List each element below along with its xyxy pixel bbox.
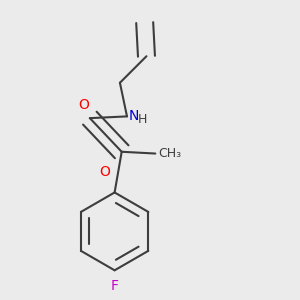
Text: O: O [100, 165, 110, 179]
Text: H: H [138, 113, 147, 126]
Text: CH₃: CH₃ [158, 147, 181, 160]
Text: N: N [128, 109, 139, 123]
Text: F: F [111, 279, 119, 293]
Text: O: O [79, 98, 89, 112]
